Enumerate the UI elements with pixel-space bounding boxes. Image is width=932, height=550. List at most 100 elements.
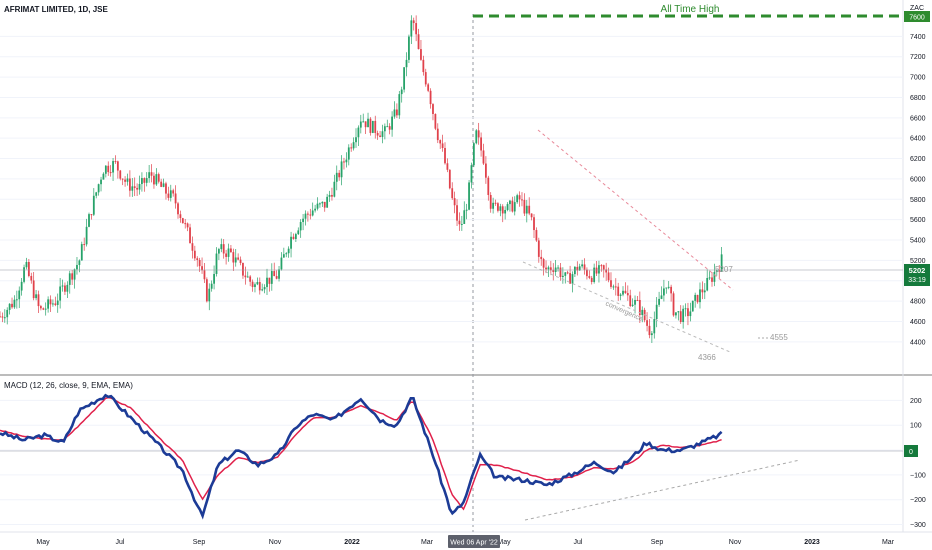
macd-tick-label: 200 [910,398,922,405]
candle-down [395,109,398,116]
time-axis-label: 2023 [804,539,820,546]
candle-down [629,295,632,306]
candle-up [593,267,596,282]
candle-down [258,281,261,291]
low2-annotation: 4555 [770,333,788,342]
candle-down [30,275,33,281]
candle-down [32,280,35,299]
candle-down [198,259,201,267]
candle-down [429,90,432,105]
macd-tick-label: −200 [910,497,926,504]
time-axis-label: 2022 [344,539,360,546]
candle-up [217,249,220,254]
candle-up [403,67,406,90]
candle-up [227,248,230,257]
candle-up [571,274,574,284]
macd-axis[interactable]: 200 100 −100 −200 −300 [910,398,926,529]
candle-up [297,230,300,235]
candle-up [622,290,624,295]
macd-tick-label: 100 [910,423,922,430]
candle-down [309,214,312,216]
candle-down [566,272,569,274]
candle-up [393,109,396,117]
candle-up [715,270,718,272]
candle-up [400,89,403,95]
candle-up [85,226,88,245]
time-axis-label: May [497,539,511,546]
candle-down [128,178,131,191]
candle-up [294,234,297,239]
candle-down [196,258,199,260]
candle-up [234,257,237,263]
candle-up [56,300,59,305]
candle-down [458,220,461,225]
macd-tick-label: −300 [910,522,926,529]
candle-down [484,163,487,178]
candle-up [66,284,69,292]
candle-up [694,294,697,301]
candles [0,15,723,343]
candle-up [18,290,21,300]
candle-down [446,163,449,170]
candle-down [718,270,721,272]
candle-down [453,198,456,206]
candle-up [263,287,266,290]
wedge-upper-line[interactable] [537,129,734,291]
candle-up [287,248,290,254]
candle-up [345,159,348,163]
candle-up [650,333,653,336]
macd-trendline[interactable] [524,459,801,521]
candle-up [304,213,307,219]
candle-up [314,208,317,211]
candle-up [405,59,408,68]
time-axis-label: Nov [729,539,742,546]
candle-down [607,272,610,281]
candle-up [655,304,658,320]
candle-up [653,319,656,334]
price-tick-label: 4800 [910,299,926,306]
candle-up [612,286,615,288]
candle-up [326,196,329,208]
candle-up [290,236,292,249]
candle-up [689,311,692,317]
candle-up [215,253,218,274]
candle-down [595,267,598,274]
candle-down [39,306,42,309]
candle-down [323,201,326,208]
price-tick-label: 6600 [910,115,926,122]
wedge-lower-line[interactable] [522,261,731,353]
candle-down [448,169,451,189]
candle-up [44,308,47,310]
candle-down [27,262,30,276]
candle-up [472,143,475,166]
candle-down [167,193,170,198]
candle-down [11,303,13,308]
candle-up [357,127,360,138]
candle-up [340,161,343,178]
candle-up [213,273,215,284]
candle-up [88,214,90,227]
countdown-tag-text: 33:19 [908,277,926,284]
candle-down [559,267,562,278]
macd-line [0,393,723,520]
candle-down [160,181,163,187]
candle-up [504,209,507,214]
candle-up [162,183,165,187]
time-axis[interactable]: May Jul Sep Nov 2022 Mar May Jul Sep Nov 2023 Mar [36,539,894,546]
candle-up [347,147,350,160]
candle-down [374,120,377,133]
candle-up [15,299,18,301]
candle-down [701,289,704,293]
candle-up [141,178,143,185]
price-tick-label: 4400 [910,339,926,346]
candle-up [254,284,256,288]
candle-down [1,316,4,318]
price-tick-label: 6800 [910,95,926,102]
candle-down [54,303,57,305]
candle-down [436,128,439,141]
candle-down [379,135,381,137]
candle-up [662,288,665,296]
macd-zero-tag-text: 0 [909,449,913,456]
candle-down [201,266,203,271]
